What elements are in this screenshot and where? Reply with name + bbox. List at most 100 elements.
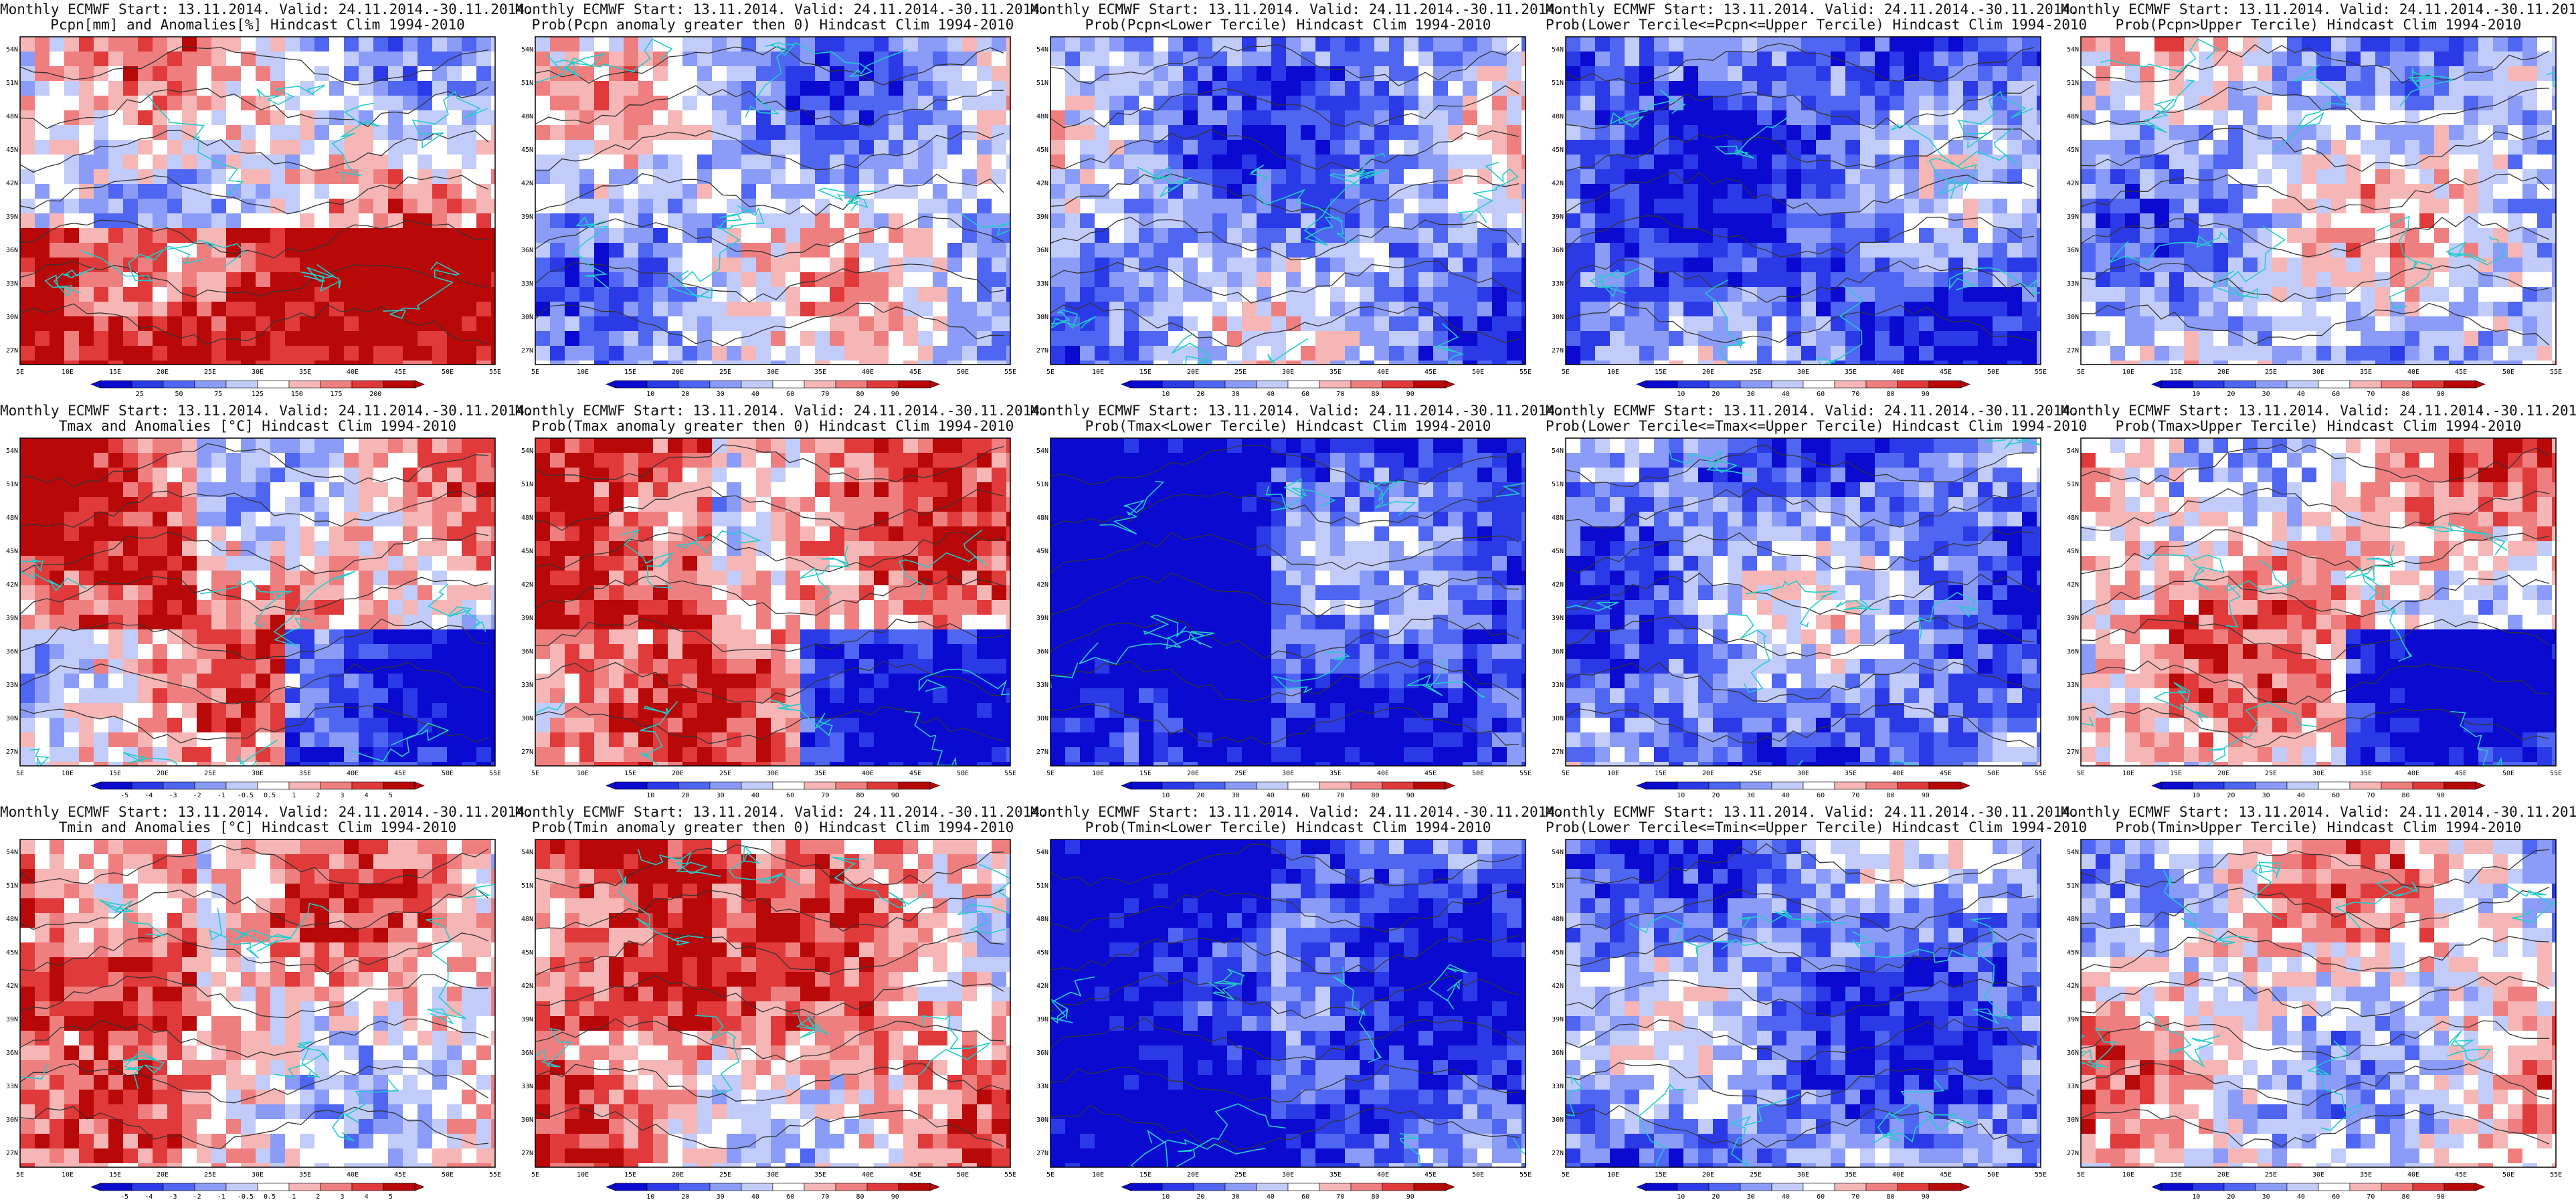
lon-tick-label: 40E (347, 369, 359, 376)
map-plot: 54N 51N 48N 45N 42N 39N 36N 33N 30N 27N 5E 10E 15E 20… (1036, 36, 1532, 398)
lat-tick-label: 54N (1552, 46, 1564, 54)
lat-tick-label: 45N (1552, 949, 1564, 957)
colorbar-label: 10 (1162, 1193, 1170, 1201)
lat-tick-label: 48N (6, 514, 18, 522)
lon-tick-label: 30E (1282, 770, 1294, 777)
colorbar: 10 20 30 40 60 70 80 90 (2151, 380, 2486, 398)
lon-tick-label: 5E (1562, 369, 1570, 376)
lon-tick-label: 10E (577, 1171, 589, 1179)
colorbar-label: 90 (2437, 1193, 2445, 1201)
colorbar-label: -2 (193, 1193, 201, 1201)
lat-tick-label: 27N (6, 347, 18, 355)
lat-tick-label: 48N (521, 514, 533, 522)
colorbar-label: 80 (1887, 1193, 1895, 1201)
panel-title-line1: Monthly ECMWF Start: 13.11.2014. Valid: … (1030, 403, 1564, 419)
lat-tick-label: 48N (521, 113, 533, 120)
colorbar-label: 70 (1336, 1193, 1344, 1201)
lat-tick-label: 54N (6, 447, 18, 455)
colorbar-label: 90 (2437, 391, 2445, 398)
lat-tick-label: 51N (6, 80, 18, 87)
colorbar-label: 60 (1301, 1193, 1309, 1201)
lon-tick-label: 40E (1892, 1171, 1904, 1179)
lat-tick-label: 45N (2067, 949, 2079, 957)
lon-tick-label: 20E (672, 1171, 684, 1179)
lon-tick-label: 5E (1562, 770, 1570, 777)
colorbar-label: 90 (891, 792, 899, 799)
colorbar-label: 60 (1817, 391, 1825, 398)
lon-tick-label: 50E (1987, 369, 1999, 376)
lon-tick-label: 50E (957, 770, 969, 777)
lon-tick-label: 25E (204, 369, 216, 376)
lon-tick-label: 5E (16, 1171, 24, 1179)
colorbar-label: 30 (1232, 1193, 1240, 1201)
lat-tick-label: 45N (1552, 548, 1564, 555)
lon-tick-label: 10E (1607, 369, 1619, 376)
colorbar-label: 60 (2332, 792, 2340, 799)
lat-tick-label: 45N (521, 548, 533, 555)
lon-tick-label: 10E (2122, 1171, 2134, 1179)
colorbar-label: 20 (2227, 1193, 2235, 1201)
colorbar-label: -3 (169, 792, 177, 799)
colorbar-label: 10 (2192, 391, 2200, 398)
lat-tick-label: 51N (1036, 882, 1048, 890)
lon-tick-label: 25E (2265, 369, 2277, 376)
lat-tick-label: 39N (2067, 1016, 2079, 1023)
lon-tick-label: 25E (1750, 770, 1762, 777)
lat-tick-label: 36N (6, 1049, 18, 1057)
lon-tick-label: 15E (109, 770, 121, 777)
lat-tick-label: 33N (1036, 682, 1048, 689)
map-panel: Monthly ECMWF Start: 13.11.2014. Valid: … (2061, 803, 2576, 1204)
colorbar-label: 10 (646, 792, 654, 799)
map-panel: Monthly ECMWF Start: 13.11.2014. Valid: … (1546, 401, 2087, 803)
lon-tick-label: 55E (1520, 1171, 1532, 1179)
panel-title-line1: Monthly ECMWF Start: 13.11.2014. Valid: … (1030, 804, 1564, 820)
lat-tick-label: 54N (521, 46, 533, 54)
panel-title-line2: Prob(Tmax>Upper Tercile) Hindcast Clim 1… (2115, 418, 2522, 434)
map-plot: 54N 51N 48N 45N 42N 39N 36N 33N 30N 27N 5E 10E 15E 20… (2067, 839, 2562, 1201)
lon-tick-label: 50E (957, 1171, 969, 1179)
lon-tick-label: 25E (1750, 1171, 1762, 1179)
map-plot: 54N 51N 48N 45N 42N 39N 36N 33N 30N 27N 5E 10E 15E 20… (6, 36, 501, 398)
colorbar-label: 80 (1887, 391, 1895, 398)
colorbar-label: 30 (2262, 792, 2270, 799)
lon-tick-label: 25E (1234, 369, 1247, 376)
colorbar-label: 30 (1747, 391, 1755, 398)
panel-title-line2: Prob(Tmax<Lower Tercile) Hindcast Clim 1… (1085, 418, 1491, 434)
colorbar-label: 3 (341, 792, 345, 799)
lon-tick-label: 40E (1892, 369, 1904, 376)
lat-tick-label: 51N (1552, 481, 1564, 488)
lon-tick-label: 15E (624, 770, 636, 777)
lon-tick-label: 45E (909, 1171, 921, 1179)
lat-tick-label: 36N (1552, 648, 1564, 656)
colorbar-label: 80 (856, 792, 864, 799)
lat-tick-label: 51N (521, 481, 533, 488)
lon-tick-label: 40E (1377, 770, 1389, 777)
panel-title-line1: Monthly ECMWF Start: 13.11.2014. Valid: … (2061, 804, 2576, 820)
lon-tick-label: 10E (2122, 770, 2134, 777)
colorbar-label: 20 (1196, 1193, 1204, 1201)
lon-tick-label: 15E (1655, 770, 1667, 777)
colorbar-label: 70 (1336, 391, 1344, 398)
lat-tick-label: 30N (6, 314, 18, 321)
lon-tick-label: 10E (577, 770, 589, 777)
lat-tick-label: 39N (1036, 615, 1048, 622)
colorbar-label: 30 (1747, 1193, 1755, 1201)
lon-tick-label: 30E (1282, 1171, 1294, 1179)
lat-tick-label: 42N (2067, 983, 2079, 990)
lat-tick-label: 45N (1036, 949, 1048, 957)
lon-tick-label: 10E (1607, 1171, 1619, 1179)
map-panel: Monthly ECMWF Start: 13.11.2014. Valid: … (2061, 401, 2576, 803)
lat-tick-label: 36N (1552, 247, 1564, 254)
lat-tick-label: 39N (521, 615, 533, 622)
lat-tick-label: 39N (1552, 213, 1564, 221)
lon-tick-label: 55E (1004, 770, 1016, 777)
lat-tick-label: 51N (1036, 80, 1048, 87)
lat-tick-label: 36N (2067, 648, 2079, 656)
lat-tick-label: 27N (2067, 748, 2079, 756)
map-plot: 54N 51N 48N 45N 42N 39N 36N 33N 30N 27N 5E 10E 15E 20… (521, 437, 1016, 799)
colorbar-label: 10 (2192, 1193, 2200, 1201)
lat-tick-label: 45N (1552, 146, 1564, 154)
lon-tick-label: 5E (1046, 1171, 1054, 1179)
lon-tick-label: 20E (2217, 770, 2229, 777)
lat-tick-label: 39N (2067, 615, 2079, 622)
